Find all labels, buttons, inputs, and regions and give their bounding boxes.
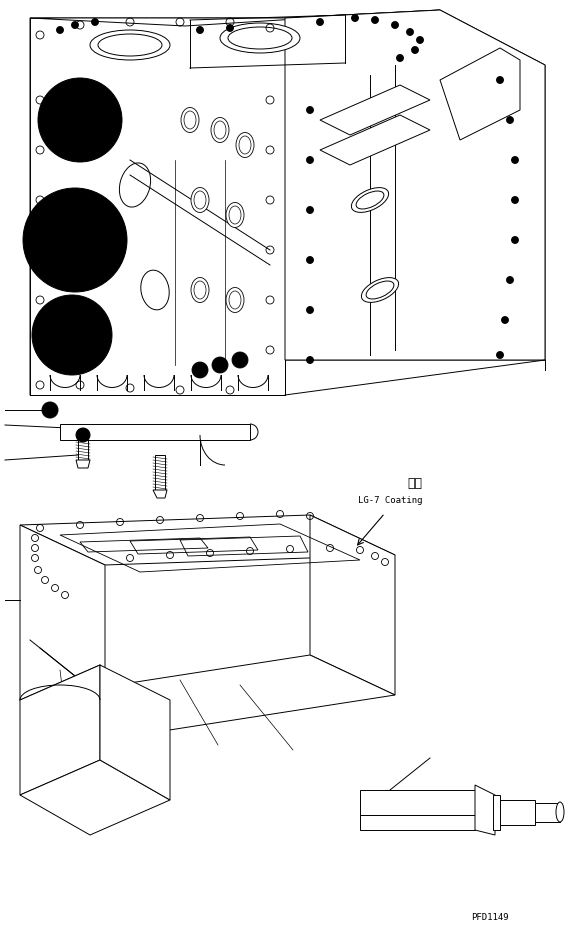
Circle shape — [232, 352, 248, 368]
Polygon shape — [310, 515, 395, 695]
Polygon shape — [20, 515, 395, 565]
Ellipse shape — [556, 802, 564, 822]
Polygon shape — [320, 115, 430, 165]
Polygon shape — [285, 10, 545, 360]
Polygon shape — [30, 18, 285, 395]
Polygon shape — [78, 440, 88, 460]
Ellipse shape — [181, 107, 199, 132]
Ellipse shape — [90, 30, 170, 60]
Circle shape — [197, 26, 204, 34]
Polygon shape — [30, 10, 545, 395]
Circle shape — [496, 76, 504, 84]
Polygon shape — [495, 800, 535, 825]
Circle shape — [507, 277, 513, 284]
Ellipse shape — [226, 288, 244, 313]
Circle shape — [306, 357, 313, 363]
Circle shape — [416, 36, 424, 44]
Circle shape — [76, 428, 90, 442]
Circle shape — [316, 19, 324, 25]
Polygon shape — [155, 455, 165, 490]
Circle shape — [306, 106, 313, 114]
Ellipse shape — [236, 132, 254, 157]
Text: LG-7 Coating: LG-7 Coating — [358, 496, 423, 505]
Circle shape — [351, 15, 358, 21]
Ellipse shape — [141, 270, 169, 310]
Circle shape — [306, 156, 313, 164]
Polygon shape — [20, 655, 395, 740]
Circle shape — [32, 295, 112, 375]
Circle shape — [512, 156, 519, 164]
Circle shape — [42, 402, 58, 418]
Ellipse shape — [362, 277, 398, 303]
Circle shape — [496, 352, 504, 358]
Circle shape — [23, 188, 127, 292]
Text: 塗布: 塗布 — [408, 477, 423, 490]
Ellipse shape — [120, 163, 151, 207]
Circle shape — [412, 47, 419, 53]
Circle shape — [392, 21, 398, 29]
Circle shape — [306, 207, 313, 213]
Polygon shape — [320, 85, 430, 135]
Polygon shape — [76, 460, 90, 468]
Ellipse shape — [191, 277, 209, 303]
Circle shape — [397, 55, 404, 61]
Text: PFD1149: PFD1149 — [471, 913, 509, 922]
Ellipse shape — [220, 23, 300, 53]
Circle shape — [91, 19, 98, 25]
Ellipse shape — [351, 188, 389, 212]
Circle shape — [306, 257, 313, 263]
Polygon shape — [20, 760, 170, 835]
Ellipse shape — [211, 117, 229, 142]
Circle shape — [306, 306, 313, 314]
Polygon shape — [30, 10, 440, 26]
Polygon shape — [440, 48, 520, 140]
Polygon shape — [493, 795, 500, 830]
Circle shape — [56, 26, 63, 34]
Circle shape — [192, 362, 208, 378]
Polygon shape — [360, 815, 475, 830]
Polygon shape — [100, 665, 170, 800]
Circle shape — [38, 78, 122, 162]
Polygon shape — [20, 525, 105, 740]
Circle shape — [512, 236, 519, 244]
Circle shape — [512, 196, 519, 204]
Circle shape — [407, 29, 413, 35]
Circle shape — [212, 357, 228, 373]
Circle shape — [371, 17, 378, 23]
Polygon shape — [475, 785, 495, 835]
Polygon shape — [20, 665, 100, 795]
Circle shape — [507, 116, 513, 124]
Polygon shape — [153, 490, 167, 498]
Ellipse shape — [226, 203, 244, 227]
Circle shape — [501, 317, 508, 323]
Polygon shape — [535, 803, 560, 822]
Polygon shape — [60, 424, 250, 440]
Ellipse shape — [191, 187, 209, 212]
Circle shape — [71, 21, 79, 29]
Circle shape — [227, 24, 233, 32]
Polygon shape — [360, 790, 475, 815]
